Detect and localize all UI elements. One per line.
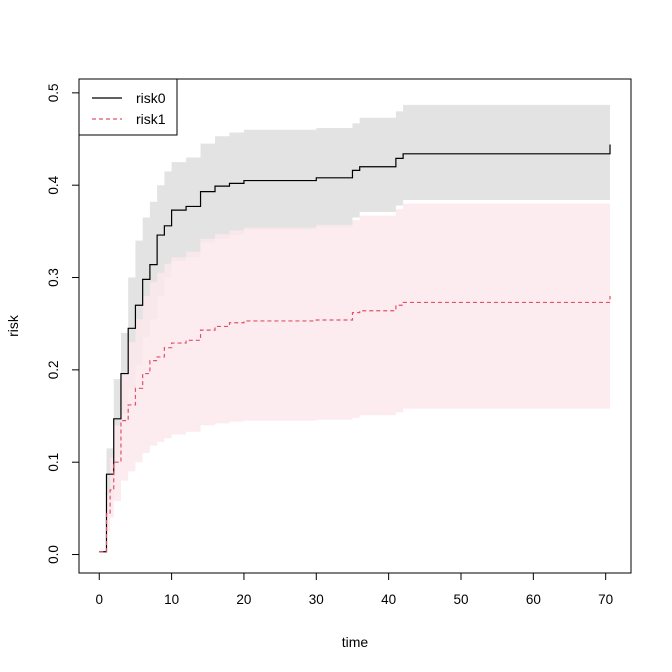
y-tick-label: 0.3 (46, 268, 61, 287)
y-tick-label: 0.1 (46, 453, 61, 472)
confidence-bands (99, 104, 611, 552)
series-lines (99, 144, 611, 553)
x-tick-label: 0 (95, 592, 103, 607)
legend-box (78, 78, 178, 136)
y-axis: 0.0 0.1 0.2 0.3 0.4 0.5 (46, 83, 80, 564)
y-tick-label: 0.5 (46, 83, 61, 102)
band-risk0 (99, 104, 611, 552)
x-axis-label: time (342, 634, 369, 650)
y-tick-label: 0.2 (46, 360, 61, 379)
x-tick-label: 60 (526, 592, 541, 607)
x-tick-label: 30 (309, 592, 324, 607)
x-tick-label: 10 (164, 592, 179, 607)
line-risk0 (99, 144, 611, 553)
y-axis-label: risk (5, 314, 21, 337)
x-tick-label: 70 (598, 592, 613, 607)
x-tick-label: 20 (236, 592, 251, 607)
x-tick-label: 50 (453, 592, 468, 607)
x-axis: 0 10 20 30 40 50 60 70 (95, 572, 613, 607)
x-tick-label: 40 (381, 592, 396, 607)
legend-label-risk0: risk0 (136, 90, 166, 106)
line-risk1 (99, 295, 611, 553)
y-tick-label: 0.0 (46, 545, 61, 564)
band-risk1 (99, 203, 611, 552)
y-tick-label: 0.4 (46, 175, 61, 194)
legend: risk0 risk1 (78, 78, 178, 136)
legend-label-risk1: risk1 (136, 111, 166, 127)
